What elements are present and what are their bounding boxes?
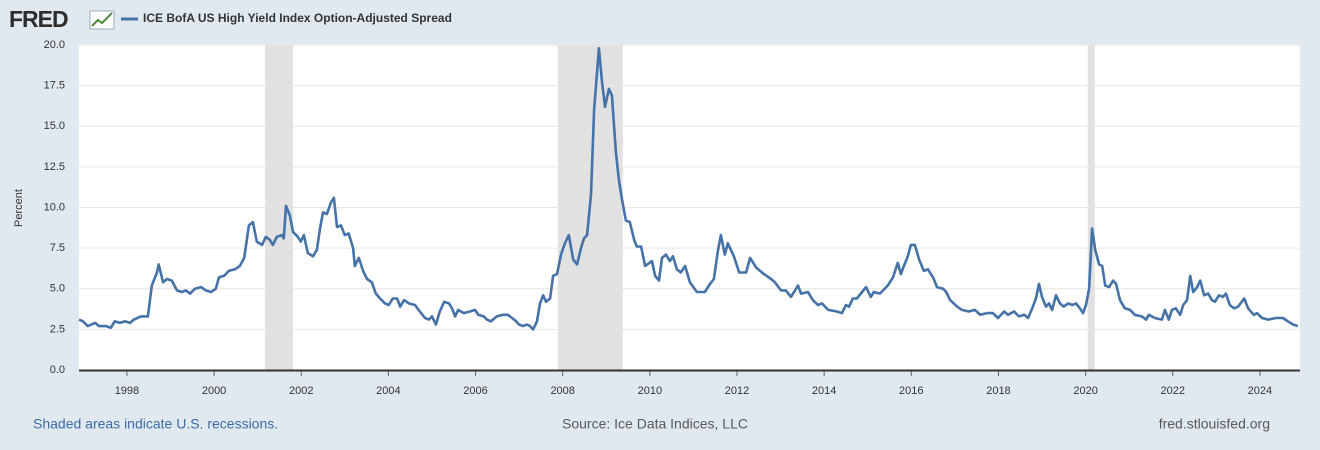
y-tick-label: 2.5 [50, 323, 65, 335]
x-tick-label: 2014 [812, 385, 836, 397]
recession-note: Shaded areas indicate U.S. recessions. [33, 416, 278, 432]
x-tick-label: 1998 [115, 385, 139, 397]
y-tick-label: 7.5 [50, 242, 65, 254]
x-tick-label: 2018 [986, 385, 1010, 397]
x-tick-label: 2008 [550, 385, 574, 397]
y-tick-label: 20.0 [44, 39, 65, 51]
x-tick-label: 2010 [638, 385, 662, 397]
y-tick-label: 15.0 [44, 120, 65, 132]
logo-text: FRED [9, 6, 68, 32]
y-tick-label: 12.5 [44, 161, 65, 173]
y-tick-label: 0.0 [50, 364, 65, 376]
logo: FRED [9, 6, 115, 32]
x-tick-label: 2006 [463, 385, 487, 397]
logo-icon-line [91, 12, 113, 27]
x-tick-label: 2024 [1248, 385, 1272, 397]
y-tick-label: 10.0 [44, 201, 65, 213]
x-tick-label: 2004 [376, 385, 400, 397]
x-tick-label: 2022 [1161, 385, 1185, 397]
x-tick-label: 2002 [289, 385, 313, 397]
x-tick-label: 2020 [1073, 385, 1097, 397]
legend-label: ICE BofA US High Yield Index Option-Adju… [143, 11, 452, 25]
series-line [78, 47, 1299, 331]
x-tick-label: 2000 [202, 385, 226, 397]
legend: ICE BofA US High Yield Index Option-Adju… [121, 11, 452, 25]
x-tick-label: 2012 [725, 385, 749, 397]
logo-icon [89, 10, 115, 30]
y-tick-label: 5.0 [50, 283, 65, 295]
url: fred.stlouisfed.org [1159, 416, 1270, 432]
y-tick-label: 17.5 [44, 80, 65, 92]
x-tick-label: 2016 [899, 385, 923, 397]
y-axis-label: Percent [13, 189, 25, 227]
source: Source: Ice Data Indices, LLC [562, 416, 748, 432]
